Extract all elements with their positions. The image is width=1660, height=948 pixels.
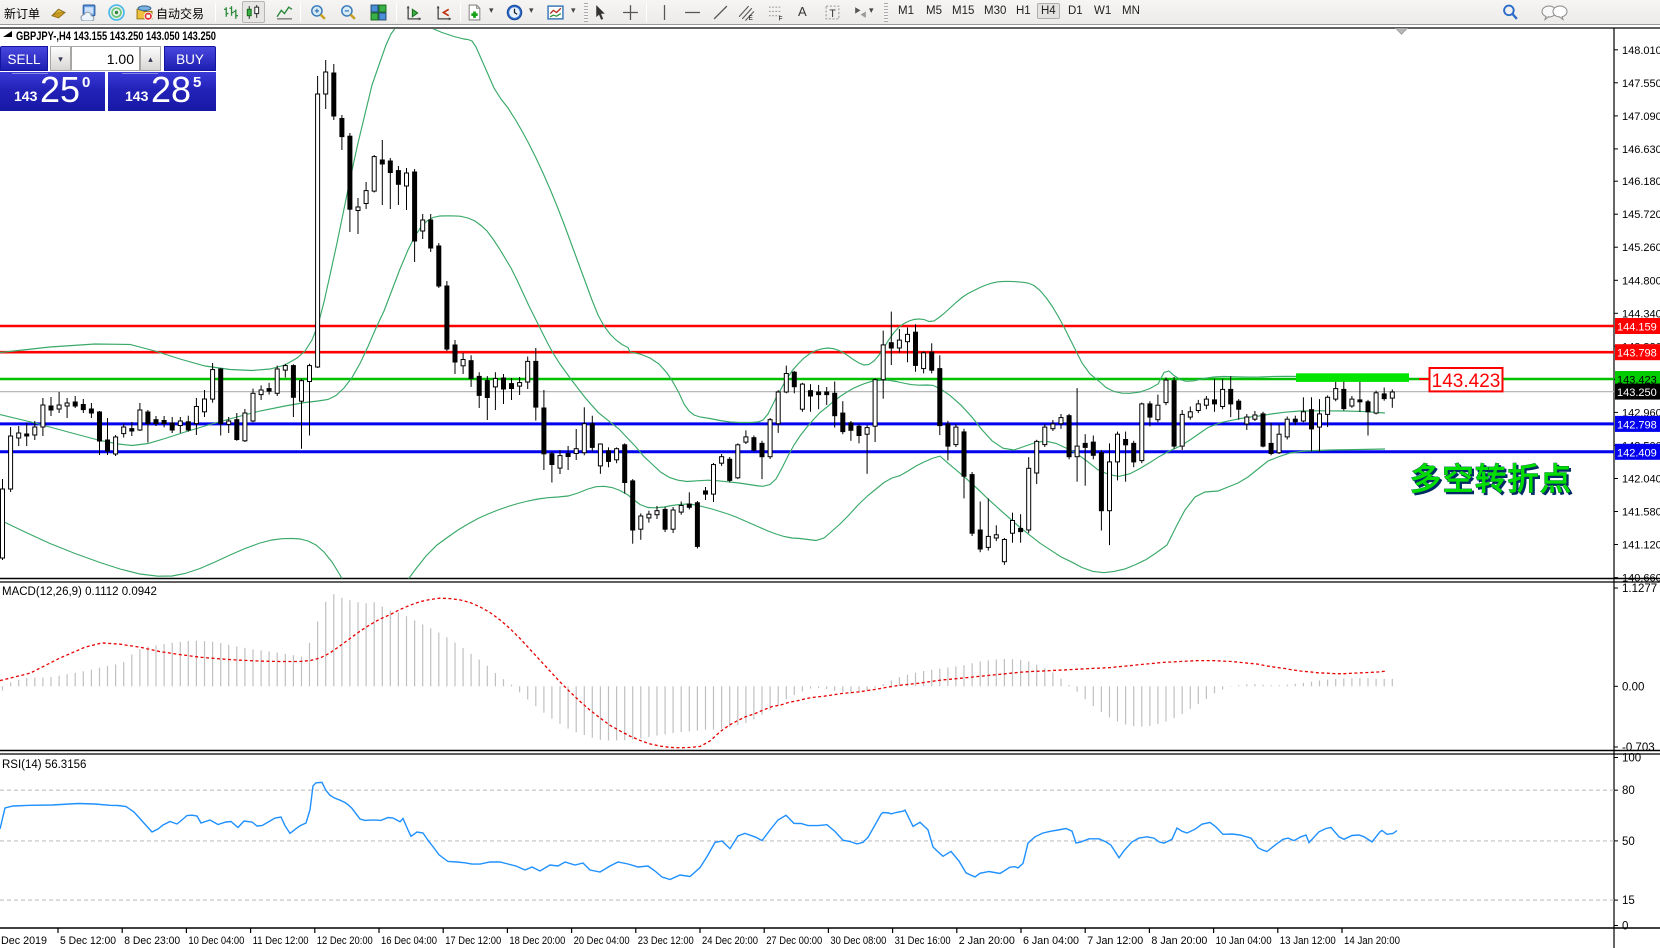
svg-text:143.250: 143.250 xyxy=(1617,387,1657,399)
svg-text:100: 100 xyxy=(1622,753,1641,765)
svg-text:F: F xyxy=(779,15,783,21)
svg-text:142.040: 142.040 xyxy=(1622,474,1660,486)
svg-text:GBPJPY-,H4 143.155 143.250 14: GBPJPY-,H4 143.155 143.250 143.050 143.2… xyxy=(16,31,216,43)
svg-text:18 Dec 20:00: 18 Dec 20:00 xyxy=(509,935,565,947)
svg-text:142.798: 142.798 xyxy=(1617,419,1657,431)
svg-text:80: 80 xyxy=(1622,785,1635,797)
svg-text:0.00: 0.00 xyxy=(1622,681,1644,693)
svg-text:7 Jan 12:00: 7 Jan 12:00 xyxy=(1087,935,1143,947)
svg-text:147.550: 147.550 xyxy=(1622,78,1660,90)
svg-text:141.580: 141.580 xyxy=(1622,507,1660,519)
svg-text:144.159: 144.159 xyxy=(1617,322,1657,334)
svg-text:11 Dec 12:00: 11 Dec 12:00 xyxy=(253,935,309,947)
svg-text:146.630: 146.630 xyxy=(1622,144,1660,156)
svg-text:10 Jan 04:00: 10 Jan 04:00 xyxy=(1216,935,1272,947)
svg-text:145.260: 145.260 xyxy=(1622,242,1660,254)
svg-text:0: 0 xyxy=(1622,921,1628,933)
svg-text:144.800: 144.800 xyxy=(1622,275,1660,287)
svg-text:27 Dec 00:00: 27 Dec 00:00 xyxy=(766,935,822,947)
svg-text:12 Dec 20:00: 12 Dec 20:00 xyxy=(317,935,373,947)
svg-text:144.340: 144.340 xyxy=(1622,308,1660,320)
svg-text:143.423: 143.423 xyxy=(1617,375,1657,387)
svg-text:8 Dec 23:00: 8 Dec 23:00 xyxy=(124,935,180,947)
svg-text:24 Dec 20:00: 24 Dec 20:00 xyxy=(702,935,758,947)
svg-text:148.010: 148.010 xyxy=(1622,45,1660,57)
svg-text:20 Dec 04:00: 20 Dec 04:00 xyxy=(574,935,630,947)
svg-text:8 Jan 20:00: 8 Jan 20:00 xyxy=(1151,935,1207,947)
svg-text:多空转折点: 多空转折点 xyxy=(1410,462,1571,497)
svg-text:RSI(14) 56.3156: RSI(14) 56.3156 xyxy=(2,759,86,771)
svg-text:140.660: 140.660 xyxy=(1622,573,1660,585)
svg-text:MACD(12,26,9) 0.1112 0.0942: MACD(12,26,9) 0.1112 0.0942 xyxy=(2,586,157,598)
svg-text:147.090: 147.090 xyxy=(1622,111,1660,123)
svg-text:2 Jan 20:00: 2 Jan 20:00 xyxy=(959,935,1015,947)
svg-text:13 Jan 12:00: 13 Jan 12:00 xyxy=(1280,935,1336,947)
svg-text:6 Jan 04:00: 6 Jan 04:00 xyxy=(1023,935,1079,947)
svg-text:50: 50 xyxy=(1622,836,1635,848)
svg-text:141.120: 141.120 xyxy=(1622,540,1660,552)
svg-text:15: 15 xyxy=(1622,895,1635,907)
svg-text:31 Dec 16:00: 31 Dec 16:00 xyxy=(895,935,951,947)
svg-text:143.798: 143.798 xyxy=(1617,348,1657,360)
svg-text:E: E xyxy=(749,15,753,21)
svg-text:16 Dec 04:00: 16 Dec 04:00 xyxy=(381,935,437,947)
svg-text:17 Dec 12:00: 17 Dec 12:00 xyxy=(445,935,501,947)
svg-text:23 Dec 12:00: 23 Dec 12:00 xyxy=(638,935,694,947)
svg-text:1.1277: 1.1277 xyxy=(1622,583,1657,595)
svg-text:5 Dec 12:00: 5 Dec 12:00 xyxy=(60,935,116,947)
svg-text:10 Dec 04:00: 10 Dec 04:00 xyxy=(188,935,244,947)
svg-text:142.409: 142.409 xyxy=(1617,447,1657,459)
svg-text:T: T xyxy=(829,8,836,20)
svg-text:143.423: 143.423 xyxy=(1432,371,1501,392)
svg-text:Dec 2019: Dec 2019 xyxy=(1,935,47,947)
svg-text:145.720: 145.720 xyxy=(1622,209,1660,221)
svg-text:14 Jan 20:00: 14 Jan 20:00 xyxy=(1344,935,1400,947)
svg-text:30 Dec 08:00: 30 Dec 08:00 xyxy=(830,935,886,947)
svg-text:146.180: 146.180 xyxy=(1622,176,1660,188)
svg-text:-0.703: -0.703 xyxy=(1622,742,1655,754)
